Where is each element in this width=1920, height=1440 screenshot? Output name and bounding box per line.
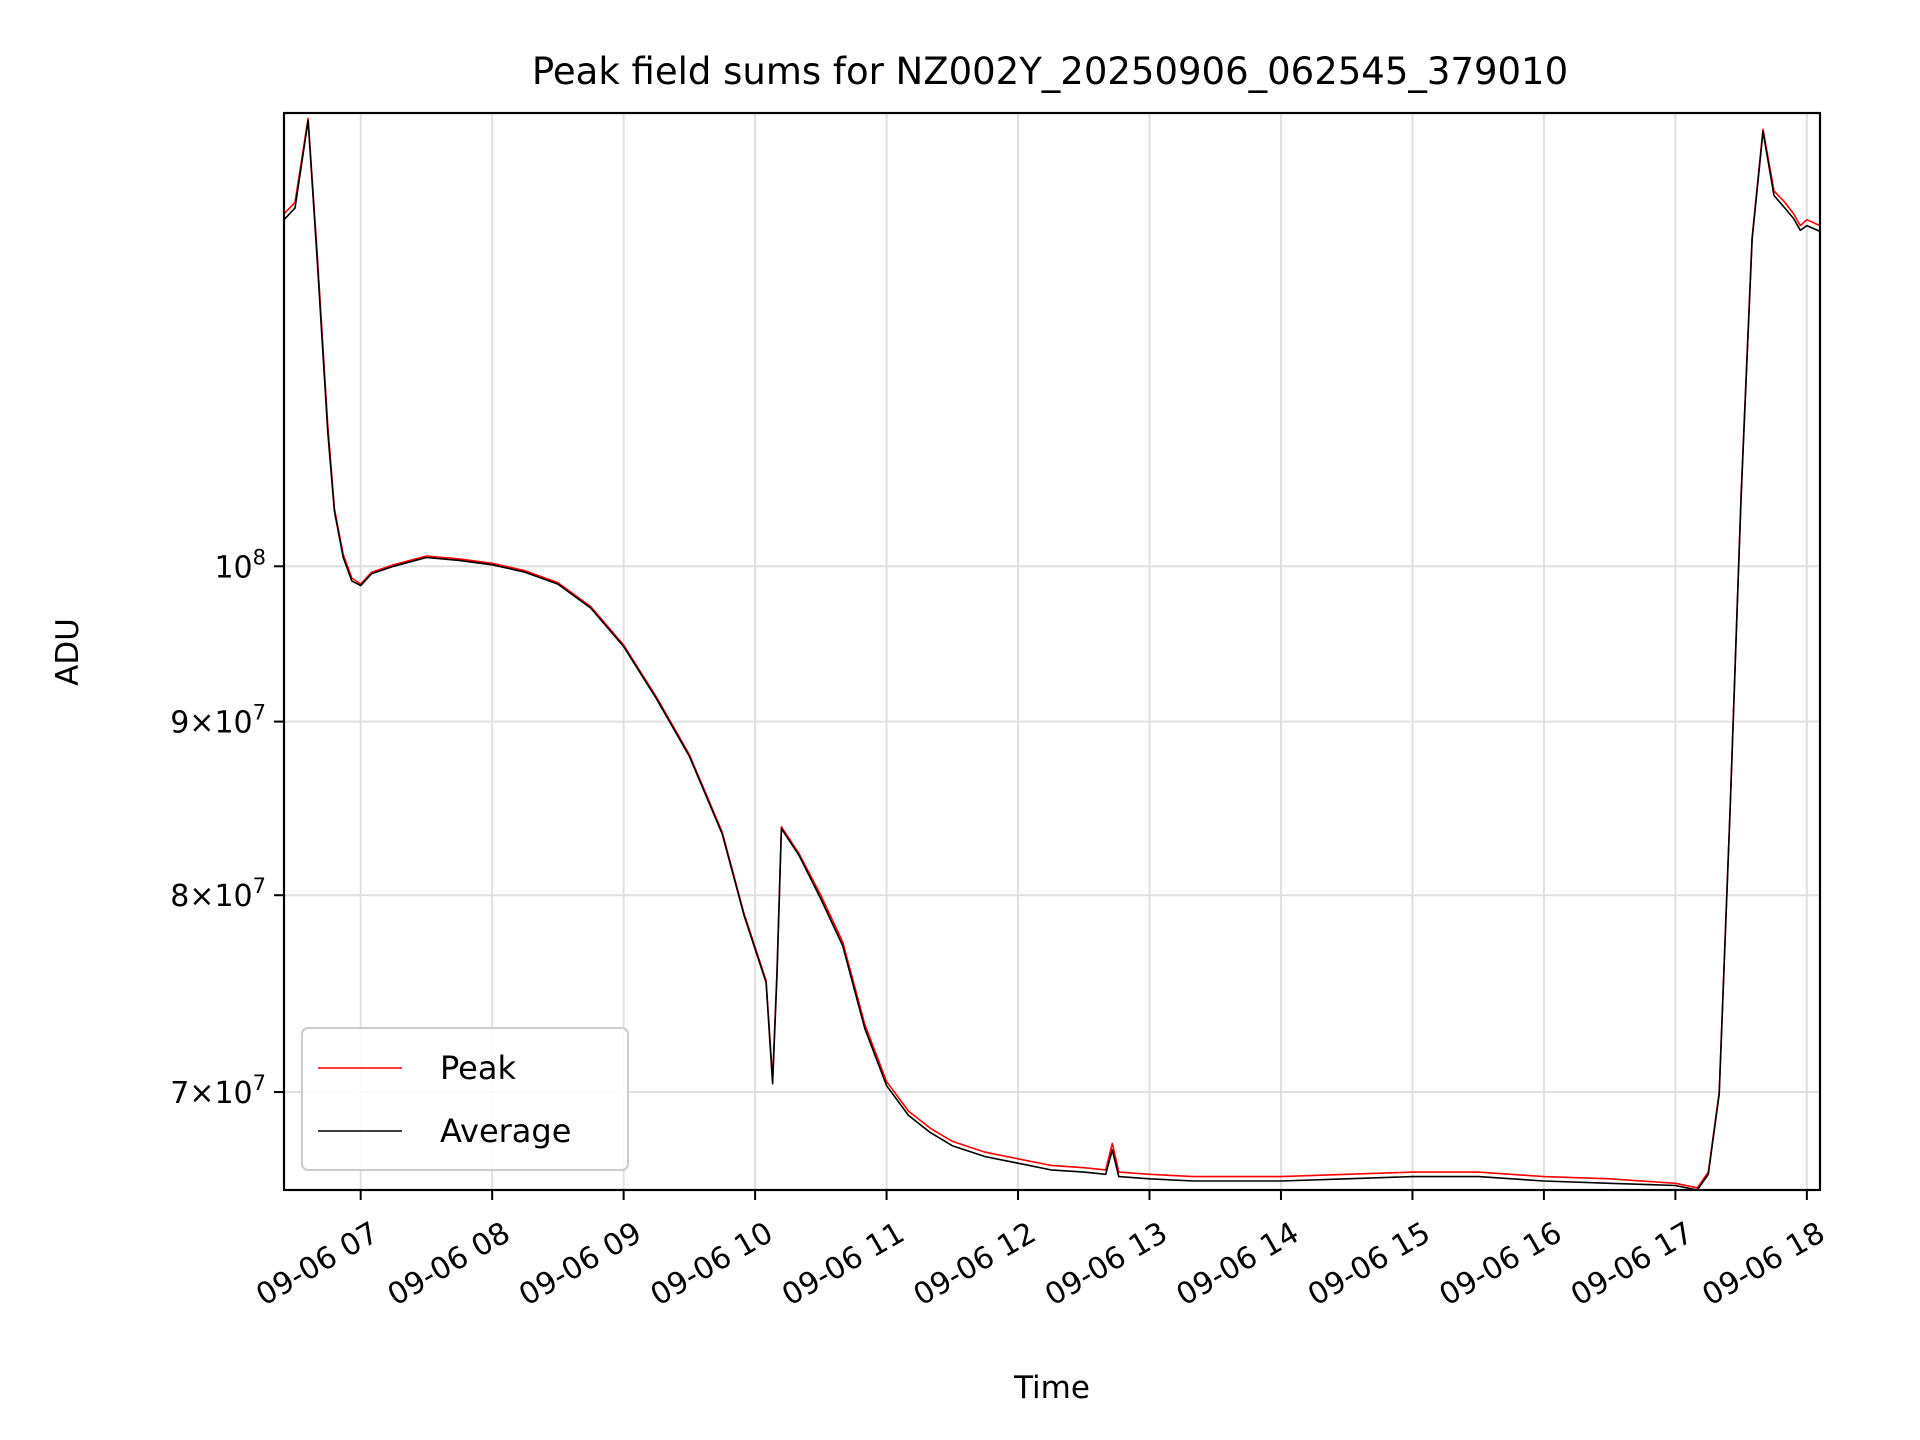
x-axis-label: Time bbox=[1013, 1370, 1090, 1406]
y-axis-label: ADU bbox=[50, 618, 86, 686]
y-tick-label: 9×107 bbox=[170, 701, 266, 741]
y-axis-ticks: 7×107 8×107 9×107 108 bbox=[170, 545, 284, 1111]
legend: Peak Average bbox=[301, 1027, 629, 1171]
grid bbox=[284, 113, 1820, 1190]
y-tick-label: 7×107 bbox=[170, 1071, 266, 1111]
legend-label-peak: Peak bbox=[440, 1049, 516, 1087]
plot-frame bbox=[282, 111, 1822, 1192]
legend-box bbox=[301, 1027, 629, 1171]
y-tick-label: 8×107 bbox=[170, 874, 266, 914]
series-group bbox=[284, 117, 1820, 1190]
chart-title: Peak field sums for NZ002Y_20250906_0625… bbox=[532, 50, 1568, 93]
y-tick-label: 108 bbox=[214, 545, 266, 585]
series-line-average bbox=[284, 119, 1820, 1190]
legend-label-average: Average bbox=[440, 1112, 571, 1150]
